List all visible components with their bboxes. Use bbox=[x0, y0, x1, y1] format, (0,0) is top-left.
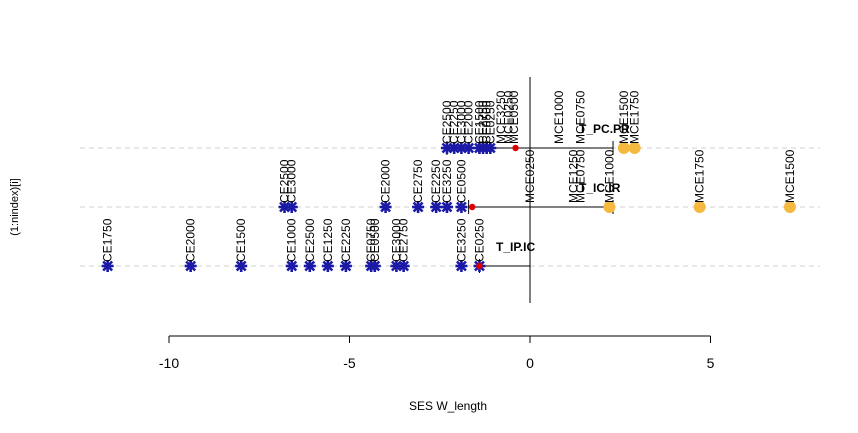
row-label: T_IC.IR bbox=[579, 181, 621, 195]
star-marker bbox=[368, 260, 381, 272]
point-label: CE2750 bbox=[397, 218, 411, 262]
x-axis: -10 -5 0 5 bbox=[159, 335, 715, 371]
point-label: MCE1500 bbox=[617, 90, 631, 144]
point-label: MCE1750 bbox=[693, 149, 707, 203]
star-marker bbox=[285, 201, 298, 213]
point-label: CE0750 bbox=[364, 218, 378, 262]
mean-marker bbox=[469, 203, 476, 211]
highlight-marker bbox=[693, 201, 706, 213]
point-label: MCE3250 bbox=[494, 90, 508, 144]
highlight-marker bbox=[783, 201, 796, 213]
point-label: CE0500 bbox=[454, 159, 468, 203]
data-points bbox=[101, 142, 796, 272]
point-label: CE2500 bbox=[278, 159, 292, 203]
point-label: CE2000 bbox=[462, 100, 476, 144]
point-label: MCE0250 bbox=[501, 90, 515, 144]
row-label: T_PC.PR bbox=[579, 122, 630, 136]
star-marker bbox=[101, 260, 114, 272]
star-marker bbox=[455, 260, 468, 272]
x-tick-label: -5 bbox=[343, 355, 356, 371]
point-label: CE1500 bbox=[234, 218, 248, 262]
point-label: MCE1000 bbox=[602, 149, 616, 203]
point-label: CE2000 bbox=[184, 218, 198, 262]
point-label: MCE0750 bbox=[574, 149, 588, 203]
point-label: CE2500 bbox=[440, 100, 454, 144]
point-label: MCE0750 bbox=[574, 90, 588, 144]
point-label: MCE1500 bbox=[783, 149, 797, 203]
point-label: CE1500 bbox=[472, 100, 486, 144]
y-axis-label: (1:nindex)[i] bbox=[9, 178, 21, 235]
star-marker bbox=[379, 201, 392, 213]
star-marker bbox=[303, 260, 316, 272]
point-label: MCE0500 bbox=[507, 90, 521, 144]
point-label: MCE1250 bbox=[566, 149, 580, 203]
point-label: CE3000 bbox=[454, 100, 468, 144]
point-label: CE0250 bbox=[483, 100, 497, 144]
star-marker bbox=[484, 142, 497, 154]
star-marker bbox=[462, 142, 475, 154]
point-label: CE2000 bbox=[379, 159, 393, 203]
point-label: MCE1000 bbox=[552, 90, 566, 144]
star-marker bbox=[339, 260, 352, 272]
star-marker bbox=[235, 260, 248, 272]
x-ticks: -10 -5 0 5 bbox=[159, 336, 715, 371]
star-marker bbox=[397, 260, 410, 272]
mean-marker bbox=[512, 144, 519, 152]
point-label: CE2750 bbox=[411, 159, 425, 203]
highlight-marker bbox=[617, 142, 630, 154]
x-tick-label: -10 bbox=[159, 355, 179, 371]
point-label: CE1250 bbox=[321, 218, 335, 262]
row-label: T_IP.IC bbox=[496, 240, 535, 254]
highlight-marker bbox=[628, 142, 641, 154]
point-label: CE2750 bbox=[476, 100, 490, 144]
row-labels: T_IP.IC T_IC.IR T_PC.PR bbox=[496, 122, 630, 254]
point-label: CE0500 bbox=[368, 218, 382, 262]
point-label: CE3000 bbox=[285, 159, 299, 203]
point-labels: CE1750 CE2000 CE1500 CE1000 CE2500 CE1250 CE22… bbox=[101, 90, 797, 262]
star-marker bbox=[321, 260, 334, 272]
point-label: CE3250 bbox=[454, 218, 468, 262]
point-label: CE2250 bbox=[339, 218, 353, 262]
point-label: CE2250 bbox=[447, 100, 461, 144]
point-label: MCE0250 bbox=[523, 149, 537, 203]
highlight-marker bbox=[603, 201, 616, 213]
star-marker bbox=[455, 201, 468, 213]
point-label: CE1750 bbox=[101, 218, 115, 262]
point-label: CE0250 bbox=[472, 218, 486, 262]
point-label: CE3000 bbox=[389, 218, 403, 262]
point-label: CE0500 bbox=[480, 100, 494, 144]
x-tick-label: 5 bbox=[707, 355, 715, 371]
x-tick-label: 0 bbox=[526, 355, 534, 371]
star-marker bbox=[440, 201, 453, 213]
point-label: MCE1750 bbox=[628, 90, 642, 144]
point-label: CE2500 bbox=[303, 218, 317, 262]
point-label: CE2250 bbox=[429, 159, 443, 203]
star-marker bbox=[184, 260, 197, 272]
mean-marker bbox=[476, 262, 483, 270]
star-marker bbox=[412, 201, 425, 213]
star-marker bbox=[430, 201, 443, 213]
x-axis-label: SES W_length bbox=[409, 399, 487, 413]
star-marker bbox=[285, 260, 298, 272]
point-label: CE1000 bbox=[285, 218, 299, 262]
point-label: CE3250 bbox=[440, 159, 454, 203]
